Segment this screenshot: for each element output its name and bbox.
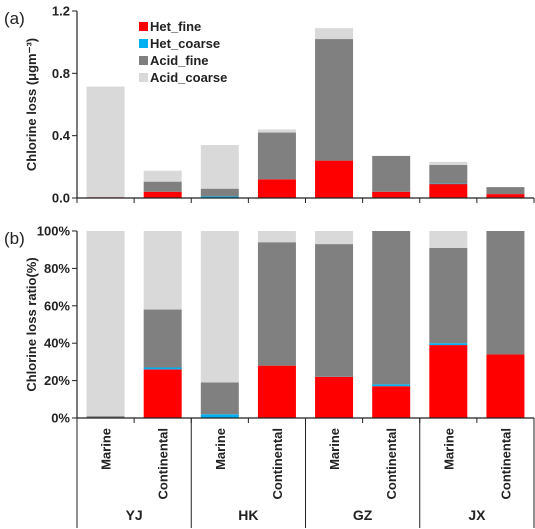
legend-label: Acid_fine	[150, 53, 209, 68]
panel-b-chart: (b) Chlorine loss ratio(%) 0% 20% 40% 60% 80% 1…	[4, 224, 535, 426]
bar-segment-acid-coarse	[429, 161, 468, 165]
bar-segment-acid-fine	[429, 247, 468, 344]
group-label: JX	[468, 507, 486, 523]
group-label: YJ	[126, 507, 143, 523]
bar-segment-het-fine	[257, 179, 296, 198]
bar-segment-acid-fine	[143, 309, 182, 368]
category-axis: Marine Continental Marine Continental Marine…	[76, 418, 535, 528]
bar-segment-het-fine	[315, 376, 354, 418]
y-tick-label: 80%	[44, 261, 70, 276]
bar-segment-acid-coarse	[200, 231, 239, 383]
bar-segment-het-fine	[315, 160, 354, 198]
legend-swatch	[139, 39, 148, 48]
y-tick-label: 60%	[44, 298, 70, 313]
bar-segment-acid-coarse	[143, 231, 182, 310]
y-tick-label: 0.0	[52, 191, 70, 206]
bar-segment-acid-fine	[86, 416, 125, 418]
bar-segment-acid-coarse	[315, 28, 354, 40]
legend-swatch	[139, 22, 148, 31]
y-tick-label: 40%	[44, 336, 70, 351]
x-category-label: Continental	[384, 428, 399, 500]
bar-segment-het-coarse	[429, 343, 468, 346]
bar-segment-acid-fine	[257, 132, 296, 180]
bar-segment-acid-fine	[486, 231, 525, 355]
bar-segment-het-fine	[372, 386, 411, 418]
bar-segment-het-coarse	[200, 414, 239, 418]
bar-segment-acid-coarse	[143, 170, 182, 182]
bar-segment-acid-coarse	[315, 231, 354, 245]
y-tick-label: 0.4	[52, 128, 71, 143]
bar-segment-acid-fine	[200, 382, 239, 415]
legend-label: Het_coarse	[150, 36, 220, 51]
y-tick-label: 0%	[51, 411, 70, 426]
bar-segment-acid-fine	[429, 164, 468, 184]
x-category-label: Marine	[441, 428, 456, 470]
x-category-label: Marine	[213, 428, 228, 470]
y-tick-label: 20%	[44, 373, 70, 388]
bar-segment-acid-fine	[315, 244, 354, 377]
x-category-label: Marine	[327, 428, 342, 470]
bar-segment-het-fine	[372, 191, 411, 198]
x-category-label: Continental	[498, 428, 513, 500]
bar-segment-acid-coarse	[86, 231, 125, 417]
bar-segment-het-fine	[486, 194, 525, 198]
x-category-label: Continental	[270, 428, 285, 500]
panel-label: (a)	[4, 9, 25, 28]
bar-segment-acid-fine	[486, 187, 525, 195]
bar-segment-acid-fine	[200, 188, 239, 197]
panel-label: (b)	[4, 229, 25, 248]
bar-segment-het-coarse	[372, 384, 411, 387]
bar-segment-het-coarse	[143, 367, 182, 370]
legend-label: Acid_coarse	[150, 70, 227, 85]
legend-swatch	[139, 73, 148, 82]
bar-segment-acid-fine	[315, 39, 354, 161]
bar-segment-acid-coarse	[257, 129, 296, 133]
bar-segment-acid-coarse	[86, 86, 125, 198]
y-axis-label: Chlorine loss ratio(%)	[24, 257, 39, 391]
bar-segment-het-fine	[486, 354, 525, 418]
panel-a-chart: (a) Chlorine loss (μgm⁻³) 0.0 0.4 0.8 1.2 Het_…	[4, 4, 535, 206]
group-label: GZ	[353, 507, 373, 523]
bar-segment-acid-coarse	[429, 231, 468, 248]
bar-segment-het-fine	[143, 369, 182, 418]
bar-segment-acid-coarse	[257, 231, 296, 243]
bar-segment-het-fine	[429, 183, 468, 198]
bar-segment-acid-coarse	[200, 145, 239, 189]
legend-swatch	[139, 56, 148, 65]
bar-segment-het-coarse	[429, 183, 468, 185]
y-tick-label: 0.8	[52, 66, 70, 81]
bar-segment-acid-fine	[372, 155, 411, 192]
y-tick-label: 1.2	[52, 4, 70, 19]
x-category-label: Continental	[156, 428, 171, 500]
bar-segment-acid-fine	[143, 181, 182, 192]
bar-segment-het-coarse	[200, 196, 239, 198]
bar-segment-het-fine	[257, 365, 296, 418]
legend-label: Het_fine	[150, 19, 201, 34]
y-tick-label: 100%	[37, 224, 71, 239]
x-category-label: Marine	[99, 428, 114, 470]
bar-segment-acid-fine	[257, 242, 296, 366]
y-axis-label: Chlorine loss (μgm⁻³)	[24, 38, 39, 171]
bar-segment-het-fine	[143, 191, 182, 198]
bar-segment-het-fine	[429, 345, 468, 418]
bar-segment-acid-fine	[372, 231, 411, 385]
group-label: HK	[238, 507, 258, 523]
